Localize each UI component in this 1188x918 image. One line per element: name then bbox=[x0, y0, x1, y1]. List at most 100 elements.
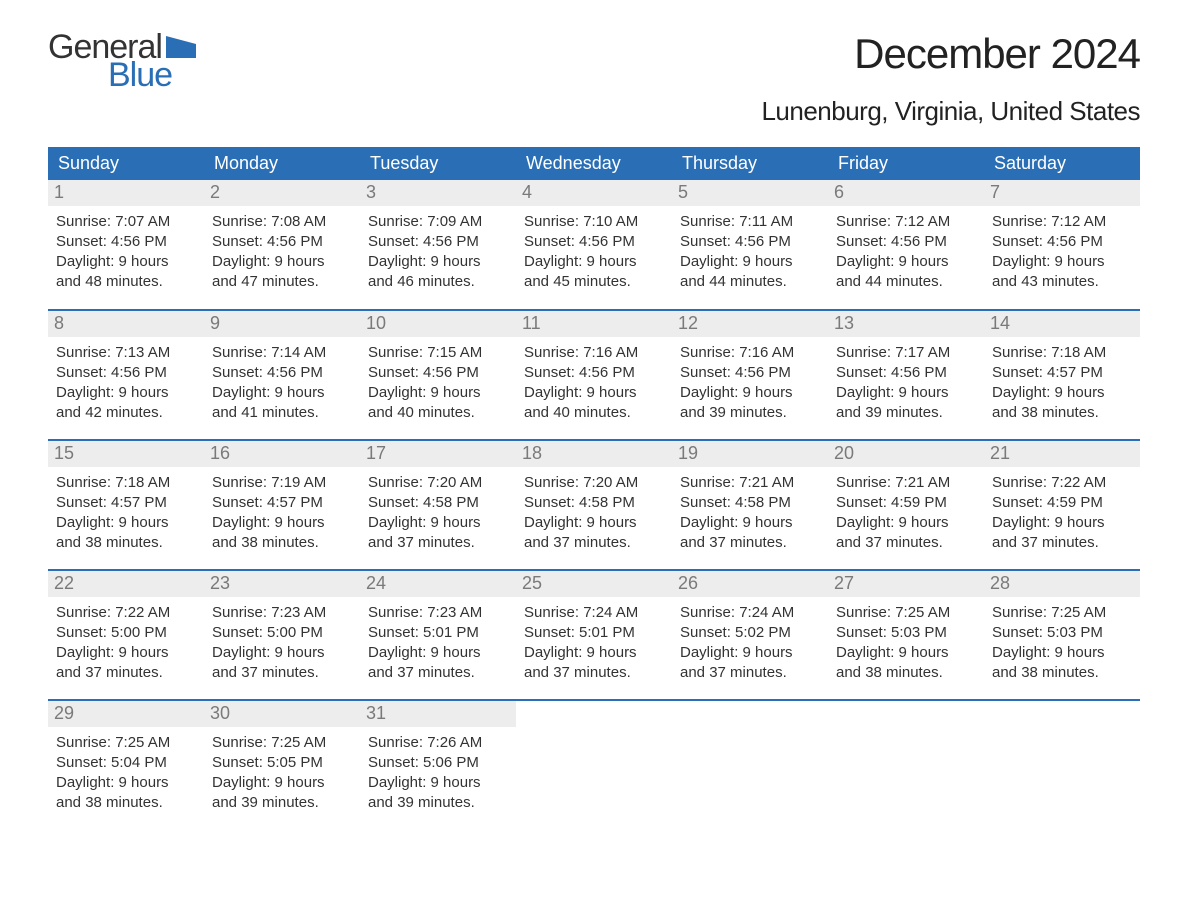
calendar-day-cell: 24Sunrise: 7:23 AMSunset: 5:01 PMDayligh… bbox=[360, 570, 516, 700]
day-number: 12 bbox=[672, 311, 828, 337]
sunset-text: Sunset: 4:56 PM bbox=[680, 363, 820, 383]
sunrise-text: Sunrise: 7:20 AM bbox=[368, 473, 508, 493]
calendar-day-cell: 5Sunrise: 7:11 AMSunset: 4:56 PMDaylight… bbox=[672, 180, 828, 310]
sunset-text: Sunset: 4:56 PM bbox=[524, 232, 664, 252]
sunrise-text: Sunrise: 7:19 AM bbox=[212, 473, 352, 493]
sunset-text: Sunset: 4:56 PM bbox=[524, 363, 664, 383]
sunset-text: Sunset: 4:56 PM bbox=[56, 363, 196, 383]
day-number: 9 bbox=[204, 311, 360, 337]
calendar-day-cell: 11Sunrise: 7:16 AMSunset: 4:56 PMDayligh… bbox=[516, 310, 672, 440]
sunset-text: Sunset: 4:56 PM bbox=[212, 363, 352, 383]
day-details: Sunrise: 7:11 AMSunset: 4:56 PMDaylight:… bbox=[672, 206, 828, 303]
sunrise-text: Sunrise: 7:13 AM bbox=[56, 343, 196, 363]
sunset-text: Sunset: 5:04 PM bbox=[56, 753, 196, 773]
daylight-text: Daylight: 9 hours and 37 minutes. bbox=[368, 513, 508, 554]
sunset-text: Sunset: 5:01 PM bbox=[368, 623, 508, 643]
calendar-day-cell: 13Sunrise: 7:17 AMSunset: 4:56 PMDayligh… bbox=[828, 310, 984, 440]
day-header-row: Sunday Monday Tuesday Wednesday Thursday… bbox=[48, 147, 1140, 180]
daylight-text: Daylight: 9 hours and 41 minutes. bbox=[212, 383, 352, 424]
day-details: Sunrise: 7:24 AMSunset: 5:01 PMDaylight:… bbox=[516, 597, 672, 694]
day-number: 23 bbox=[204, 571, 360, 597]
daylight-text: Daylight: 9 hours and 39 minutes. bbox=[680, 383, 820, 424]
daylight-text: Daylight: 9 hours and 42 minutes. bbox=[56, 383, 196, 424]
day-details: Sunrise: 7:15 AMSunset: 4:56 PMDaylight:… bbox=[360, 337, 516, 434]
daylight-text: Daylight: 9 hours and 37 minutes. bbox=[212, 643, 352, 684]
day-details: Sunrise: 7:23 AMSunset: 5:00 PMDaylight:… bbox=[204, 597, 360, 694]
calendar-week-row: 15Sunrise: 7:18 AMSunset: 4:57 PMDayligh… bbox=[48, 440, 1140, 570]
day-number bbox=[672, 701, 828, 727]
sunrise-text: Sunrise: 7:08 AM bbox=[212, 212, 352, 232]
daylight-text: Daylight: 9 hours and 39 minutes. bbox=[836, 383, 976, 424]
day-number: 18 bbox=[516, 441, 672, 467]
day-number bbox=[828, 701, 984, 727]
sunrise-text: Sunrise: 7:24 AM bbox=[680, 603, 820, 623]
sunrise-text: Sunrise: 7:20 AM bbox=[524, 473, 664, 493]
sunset-text: Sunset: 4:56 PM bbox=[368, 232, 508, 252]
calendar-table: Sunday Monday Tuesday Wednesday Thursday… bbox=[48, 147, 1140, 830]
day-number: 14 bbox=[984, 311, 1140, 337]
day-number: 22 bbox=[48, 571, 204, 597]
sunset-text: Sunset: 5:03 PM bbox=[992, 623, 1132, 643]
day-details: Sunrise: 7:24 AMSunset: 5:02 PMDaylight:… bbox=[672, 597, 828, 694]
daylight-text: Daylight: 9 hours and 37 minutes. bbox=[524, 513, 664, 554]
daylight-text: Daylight: 9 hours and 37 minutes. bbox=[56, 643, 196, 684]
sunset-text: Sunset: 4:58 PM bbox=[524, 493, 664, 513]
sunrise-text: Sunrise: 7:26 AM bbox=[368, 733, 508, 753]
daylight-text: Daylight: 9 hours and 37 minutes. bbox=[680, 513, 820, 554]
day-number: 3 bbox=[360, 180, 516, 206]
day-details: Sunrise: 7:19 AMSunset: 4:57 PMDaylight:… bbox=[204, 467, 360, 564]
sunrise-text: Sunrise: 7:12 AM bbox=[992, 212, 1132, 232]
sunset-text: Sunset: 5:01 PM bbox=[524, 623, 664, 643]
day-details: Sunrise: 7:23 AMSunset: 5:01 PMDaylight:… bbox=[360, 597, 516, 694]
sunrise-text: Sunrise: 7:25 AM bbox=[836, 603, 976, 623]
daylight-text: Daylight: 9 hours and 38 minutes. bbox=[56, 513, 196, 554]
sunset-text: Sunset: 4:56 PM bbox=[56, 232, 196, 252]
day-details: Sunrise: 7:18 AMSunset: 4:57 PMDaylight:… bbox=[48, 467, 204, 564]
sunset-text: Sunset: 4:56 PM bbox=[836, 232, 976, 252]
calendar-day-cell: 25Sunrise: 7:24 AMSunset: 5:01 PMDayligh… bbox=[516, 570, 672, 700]
day-number: 10 bbox=[360, 311, 516, 337]
day-details: Sunrise: 7:22 AMSunset: 4:59 PMDaylight:… bbox=[984, 467, 1140, 564]
daylight-text: Daylight: 9 hours and 38 minutes. bbox=[992, 643, 1132, 684]
calendar-day-cell: 8 Sunrise: 7:13 AMSunset: 4:56 PMDaylight… bbox=[48, 310, 204, 440]
daylight-text: Daylight: 9 hours and 38 minutes. bbox=[212, 513, 352, 554]
sunrise-text: Sunrise: 7:11 AM bbox=[680, 212, 820, 232]
sunset-text: Sunset: 4:57 PM bbox=[992, 363, 1132, 383]
calendar-body: 1Sunrise: 7:07 AMSunset: 4:56 PMDaylight… bbox=[48, 180, 1140, 830]
calendar-week-row: 1Sunrise: 7:07 AMSunset: 4:56 PMDaylight… bbox=[48, 180, 1140, 310]
daylight-text: Daylight: 9 hours and 46 minutes. bbox=[368, 252, 508, 293]
calendar-day-cell: 17Sunrise: 7:20 AMSunset: 4:58 PMDayligh… bbox=[360, 440, 516, 570]
day-header: Tuesday bbox=[360, 147, 516, 180]
day-header: Sunday bbox=[48, 147, 204, 180]
sunset-text: Sunset: 4:56 PM bbox=[836, 363, 976, 383]
sunset-text: Sunset: 5:06 PM bbox=[368, 753, 508, 773]
calendar-day-cell bbox=[984, 700, 1140, 830]
sunset-text: Sunset: 4:59 PM bbox=[836, 493, 976, 513]
daylight-text: Daylight: 9 hours and 39 minutes. bbox=[368, 773, 508, 814]
day-details: Sunrise: 7:20 AMSunset: 4:58 PMDaylight:… bbox=[516, 467, 672, 564]
sunrise-text: Sunrise: 7:18 AM bbox=[56, 473, 196, 493]
sunrise-text: Sunrise: 7:21 AM bbox=[836, 473, 976, 493]
calendar-day-cell: 9Sunrise: 7:14 AMSunset: 4:56 PMDaylight… bbox=[204, 310, 360, 440]
calendar-day-cell: 2Sunrise: 7:08 AMSunset: 4:56 PMDaylight… bbox=[204, 180, 360, 310]
sunset-text: Sunset: 4:59 PM bbox=[992, 493, 1132, 513]
day-details: Sunrise: 7:10 AMSunset: 4:56 PMDaylight:… bbox=[516, 206, 672, 303]
day-number: 8 bbox=[48, 311, 204, 337]
flag-icon bbox=[166, 36, 196, 58]
calendar-day-cell: 15Sunrise: 7:18 AMSunset: 4:57 PMDayligh… bbox=[48, 440, 204, 570]
day-details: Sunrise: 7:12 AMSunset: 4:56 PMDaylight:… bbox=[828, 206, 984, 303]
day-details: Sunrise: 7:18 AMSunset: 4:57 PMDaylight:… bbox=[984, 337, 1140, 434]
calendar-day-cell bbox=[672, 700, 828, 830]
day-number: 5 bbox=[672, 180, 828, 206]
day-number: 19 bbox=[672, 441, 828, 467]
day-details: Sunrise: 7:25 AMSunset: 5:03 PMDaylight:… bbox=[984, 597, 1140, 694]
sunrise-text: Sunrise: 7:16 AM bbox=[524, 343, 664, 363]
sunrise-text: Sunrise: 7:12 AM bbox=[836, 212, 976, 232]
day-number: 27 bbox=[828, 571, 984, 597]
daylight-text: Daylight: 9 hours and 40 minutes. bbox=[524, 383, 664, 424]
day-number: 30 bbox=[204, 701, 360, 727]
calendar-day-cell: 10Sunrise: 7:15 AMSunset: 4:56 PMDayligh… bbox=[360, 310, 516, 440]
sunset-text: Sunset: 5:02 PM bbox=[680, 623, 820, 643]
calendar-day-cell: 4Sunrise: 7:10 AMSunset: 4:56 PMDaylight… bbox=[516, 180, 672, 310]
sunrise-text: Sunrise: 7:10 AM bbox=[524, 212, 664, 232]
